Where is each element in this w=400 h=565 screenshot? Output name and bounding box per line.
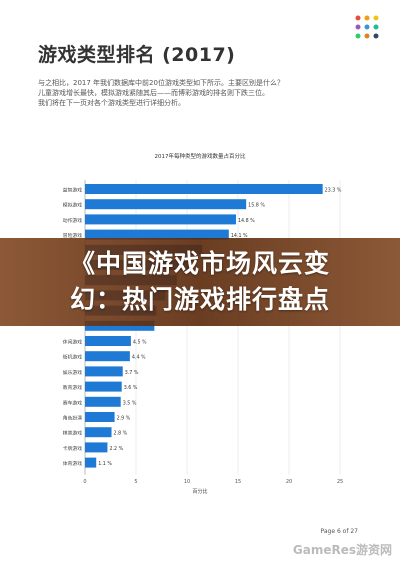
bar bbox=[85, 366, 123, 377]
x-tick-label: 20 bbox=[286, 479, 292, 485]
intro-text: 与之相比，2017 年我们数据库中前20位游戏类型如下所示。主要区别是什么？ 儿… bbox=[38, 78, 358, 108]
bar bbox=[85, 336, 131, 346]
bar bbox=[85, 412, 115, 422]
intro-line-1: 与之相比，2017 年我们数据库中前20位游戏类型如下所示。主要区别是什么？ bbox=[38, 79, 284, 87]
bar-value-label: 3.7 % bbox=[125, 370, 139, 376]
bar bbox=[85, 396, 121, 407]
category-label: 动作游戏 bbox=[63, 217, 82, 224]
bar bbox=[85, 199, 247, 210]
logo-dots-icon bbox=[355, 15, 379, 39]
category-label: 角色扮演 bbox=[63, 415, 82, 422]
bar bbox=[85, 427, 112, 438]
bar-value-label: 15.8 % bbox=[248, 203, 265, 209]
bar-value-label: 2.8 % bbox=[114, 431, 128, 437]
x-tick-label: 0 bbox=[83, 479, 86, 485]
bar-value-label: 1.1 % bbox=[98, 461, 112, 467]
banner-line-2: 幻：热门游戏排行盘点 bbox=[69, 285, 330, 314]
x-tick-label: 10 bbox=[184, 479, 190, 485]
category-label: 卡牌游戏 bbox=[63, 445, 82, 452]
category-label: 街机游戏 bbox=[63, 354, 82, 361]
bar-chart: 2017年每种类型的游戏数量占百分比 0 5 10 15 20 25 23.3 % 益智游戏 15… bbox=[63, 152, 343, 495]
category-label: 娱乐游戏 bbox=[63, 369, 82, 376]
category-label: 教育游戏 bbox=[63, 384, 82, 391]
bar-value-label: 4.5 % bbox=[133, 340, 147, 346]
bar-value-label: 23.3 % bbox=[325, 188, 342, 194]
intro-line-3: 我们将在下一页对各个游戏类型进行详细分析。 bbox=[38, 99, 185, 107]
x-tick-label: 5 bbox=[134, 479, 137, 485]
x-axis-label: 百分比 bbox=[192, 488, 207, 495]
category-label: 体育游戏 bbox=[63, 460, 82, 467]
watermark: GameRes游资网 bbox=[292, 543, 392, 557]
title-banner: 《中国游戏市场风云变 幻：热门游戏排行盘点 bbox=[0, 238, 400, 326]
bar-value-label: 3.5 % bbox=[123, 400, 137, 406]
bar-value-label: 4.4 % bbox=[132, 355, 146, 361]
intro-line-2: 儿童游戏增长最快，模拟游戏紧随其后——而博彩游戏的排名则下跌三位。 bbox=[38, 89, 269, 97]
x-tick-label: 15 bbox=[235, 479, 241, 485]
bar bbox=[85, 184, 323, 194]
category-label: 冒险游戏 bbox=[63, 232, 82, 239]
bar bbox=[85, 457, 97, 468]
bar bbox=[85, 381, 122, 392]
bar bbox=[85, 229, 229, 240]
category-label: 模拟游戏 bbox=[63, 202, 82, 209]
category-label: 赛车游戏 bbox=[63, 399, 82, 406]
bar-value-label: 2.2 % bbox=[109, 446, 123, 452]
chart-title: 2017年每种类型的游戏数量占百分比 bbox=[155, 152, 246, 160]
bar-value-label: 3.6 % bbox=[124, 385, 138, 391]
bar-value-label: 14.1 % bbox=[231, 233, 248, 239]
bar bbox=[85, 351, 130, 362]
page-number: Page 6 of 27 bbox=[320, 528, 358, 535]
banner-line-1: 《中国游戏市场风云变 bbox=[69, 249, 330, 278]
x-tick-label: 25 bbox=[337, 479, 343, 485]
bar bbox=[85, 442, 108, 453]
bar bbox=[85, 214, 236, 225]
page-title: 游戏类型排名 (2017) bbox=[38, 44, 236, 66]
category-label: 益智游戏 bbox=[63, 187, 82, 194]
category-label: 棋类游戏 bbox=[63, 430, 82, 437]
bar-value-label: 14.8 % bbox=[238, 218, 255, 224]
bar-value-label: 2.9 % bbox=[117, 416, 131, 422]
category-label: 休闲游戏 bbox=[63, 339, 82, 346]
